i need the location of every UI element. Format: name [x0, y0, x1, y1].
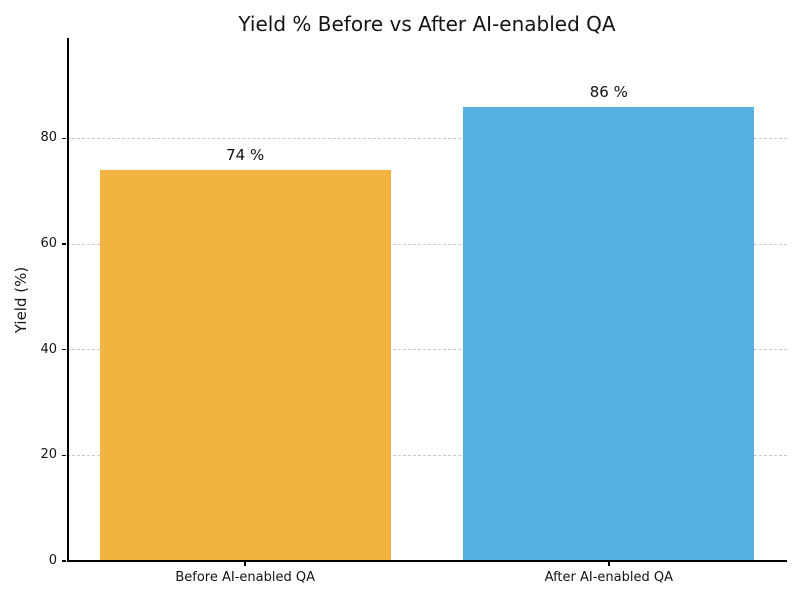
y-tick-mark — [62, 243, 66, 245]
y-axis-label: Yield (%) — [12, 266, 30, 334]
gridline-20 — [67, 454, 787, 456]
y-tick-mark — [62, 454, 66, 457]
bar-2 — [463, 106, 755, 561]
gridlines-layer — [67, 38, 787, 561]
axis-ticks-layer: 0 20 40 60 80 Before AI-enabled QA After AI-en… — [40, 38, 787, 585]
plot-area: 74 % 86 % 0 20 40 60 80 Before AI-enabled QA Af… — [40, 38, 787, 585]
y-tick-mark — [62, 137, 66, 140]
bar-value-label: 86 % — [589, 82, 628, 101]
x-axis-spine — [67, 559, 787, 562]
y-tick-mark — [62, 348, 66, 351]
x-tick-label: After AI-enabled QA — [544, 570, 673, 585]
y-axis-spine — [67, 38, 69, 561]
bar-1 — [99, 170, 391, 561]
y-tick-label: 20 — [40, 447, 57, 463]
chart-title: Yield % Before vs After AI-enabled QA — [238, 12, 616, 36]
x-tick-label: Before AI-enabled QA — [175, 570, 315, 585]
bars-layer: 74 % 86 % — [67, 38, 787, 561]
gridline-80 — [67, 137, 787, 139]
bar-value-label: 74 % — [226, 146, 265, 165]
y-tick-label: 80 — [40, 130, 57, 146]
x-tick-mark — [244, 562, 246, 566]
y-tick-label: 0 — [48, 553, 57, 568]
gridline-40 — [67, 349, 787, 351]
gridline-60 — [67, 243, 787, 245]
y-tick-mark — [62, 560, 66, 562]
x-tick-mark — [608, 562, 610, 566]
y-tick-label: 60 — [40, 236, 57, 252]
y-tick-label: 40 — [40, 341, 57, 357]
